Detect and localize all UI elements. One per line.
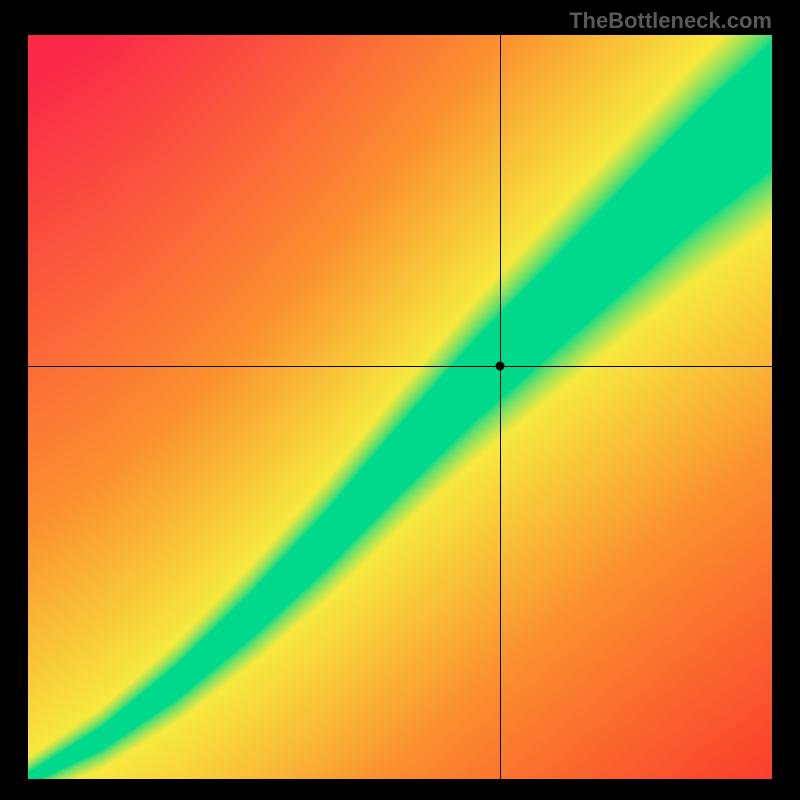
watermark-text: TheBottleneck.com bbox=[569, 8, 772, 34]
heatmap-plot bbox=[28, 35, 772, 779]
crosshair-horizontal bbox=[28, 366, 772, 367]
crosshair-vertical bbox=[500, 35, 501, 779]
crosshair-marker bbox=[496, 362, 505, 371]
heatmap-canvas bbox=[28, 35, 772, 779]
